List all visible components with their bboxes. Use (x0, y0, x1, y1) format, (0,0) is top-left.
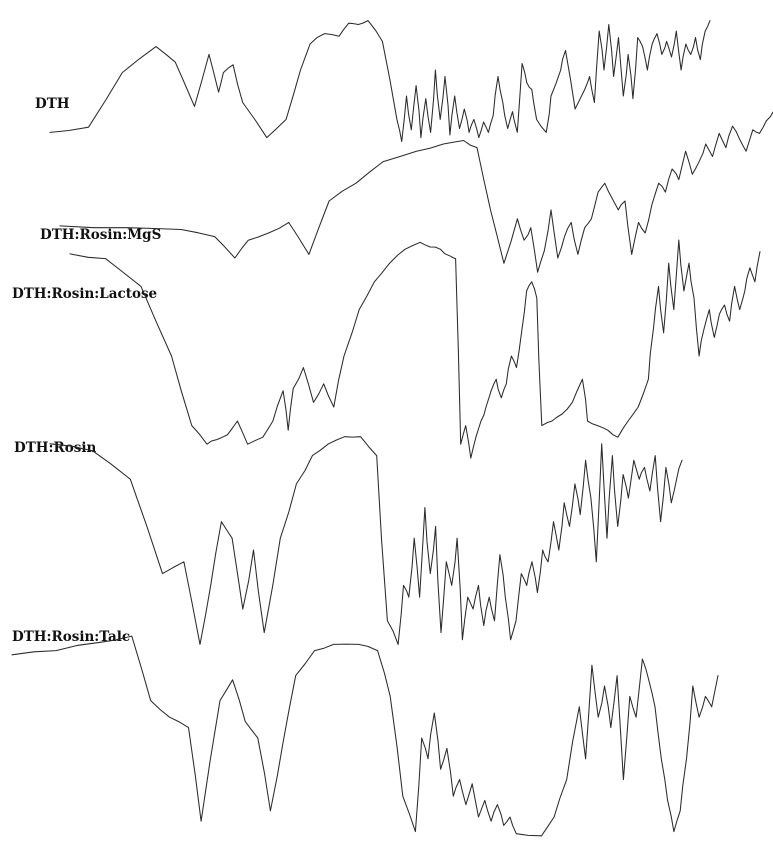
series-trace-dth-rosin-talc (11, 635, 719, 837)
series-trace-dth-rosin (49, 436, 683, 645)
series-label-dth-rosin-mgs: DTH:Rosin:MgS (40, 227, 161, 243)
series-trace-dth-rosin-lactose (69, 239, 761, 459)
series-trace-dth (49, 20, 711, 143)
series-trace-dth-rosin-mgs (59, 111, 773, 273)
series-label-dth-rosin-lactose: DTH:Rosin:Lactose (12, 286, 157, 302)
series-label-dth-rosin-talc: DTH:Rosin:Talc (12, 629, 130, 645)
series-label-dth: DTH (35, 96, 70, 112)
series-label-dth-rosin: DTH:Rosin (14, 440, 96, 456)
